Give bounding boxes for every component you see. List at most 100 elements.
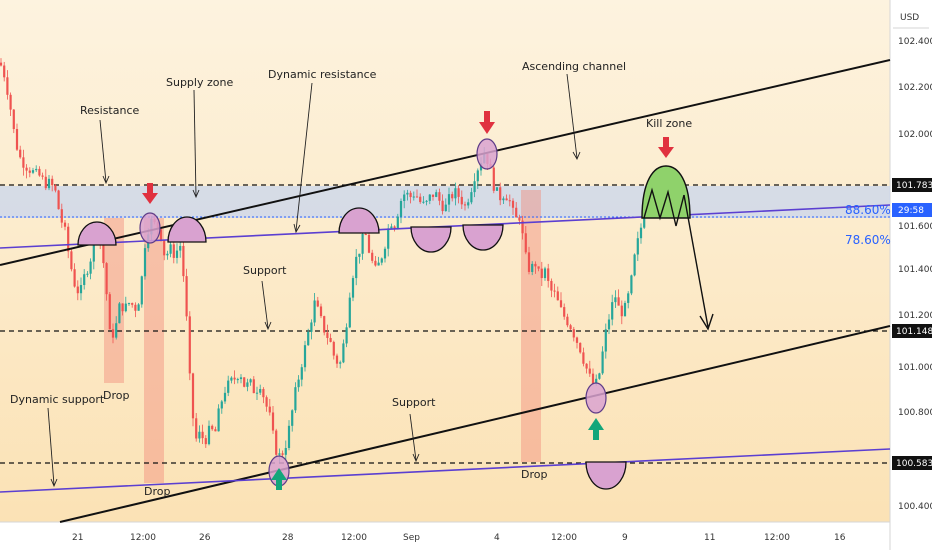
candle-body-86 <box>275 430 278 455</box>
candle-body-122 <box>390 226 393 229</box>
candle-body-74 <box>236 379 239 381</box>
currency-label: USD <box>900 13 919 23</box>
candle-body-99 <box>316 300 319 307</box>
candle-body-197 <box>630 275 633 294</box>
candle-body-13 <box>41 175 44 177</box>
candle-body-50 <box>159 229 163 241</box>
candle-body-128 <box>409 192 412 198</box>
candle-body-109 <box>348 297 351 328</box>
candle-body-111 <box>355 256 358 279</box>
candle-body-92 <box>294 387 297 411</box>
candle-body-72 <box>230 377 233 381</box>
candle-body-117 <box>374 260 377 266</box>
candle-body-168 <box>537 266 540 269</box>
time-tick-4: 4 <box>494 533 500 543</box>
candle-body-69 <box>220 401 223 409</box>
candle-body-66 <box>211 425 214 430</box>
candle-body-184 <box>588 368 591 374</box>
candle-body-43 <box>137 304 140 311</box>
touch-circle-1 <box>139 212 161 244</box>
candle-body-40 <box>127 303 131 305</box>
test-arc-6 <box>585 461 627 490</box>
candle-body-81 <box>259 389 262 393</box>
pointer-resistance-head <box>102 175 110 185</box>
time-tick-1200-a: 12:00 <box>130 533 156 543</box>
candle-body-149 <box>476 170 479 182</box>
candle-body-29 <box>92 234 95 262</box>
price-badge-countdown: 29:58 <box>892 203 932 217</box>
candle-body-141 <box>451 194 454 199</box>
candle-body-33 <box>105 263 108 295</box>
test-arc-2 <box>167 216 207 243</box>
price-tick-8: 100.800 <box>898 408 932 418</box>
candle-body-158 <box>505 198 508 201</box>
label-drop-3: Drop <box>521 468 547 481</box>
candle-body-169 <box>540 268 543 279</box>
candle-body-146 <box>467 202 470 206</box>
candle-body-116 <box>371 252 374 261</box>
label-kill-zone: Kill zone <box>646 117 692 130</box>
candle-body-142 <box>454 188 457 199</box>
candle-body-167 <box>534 263 537 267</box>
candle-body-36 <box>115 323 118 338</box>
candle-body-118 <box>377 262 380 266</box>
candle-body-130 <box>415 196 419 198</box>
projection-arrow-head <box>699 313 714 331</box>
candle-body-170 <box>543 268 547 279</box>
candle-body-123 <box>393 226 396 229</box>
candle-body-190 <box>607 319 611 330</box>
time-tick-11: 11 <box>704 533 715 543</box>
candle-body-94 <box>300 367 303 380</box>
candle-body-177 <box>566 316 569 326</box>
green-up-arrow-1 <box>271 468 287 490</box>
candle-body-194 <box>620 305 623 317</box>
candle-body-83 <box>265 397 268 407</box>
candle-body-65 <box>207 425 211 445</box>
candle-body-102 <box>326 332 329 338</box>
candle-body-187 <box>598 373 601 379</box>
candle-body-80 <box>255 392 259 394</box>
candle-body-121 <box>387 228 390 249</box>
pointer-dynamic-support <box>47 407 55 486</box>
candle-body-114 <box>364 234 367 236</box>
candle-body-199 <box>636 238 639 255</box>
candle-body-180 <box>575 337 579 343</box>
candle-body-85 <box>271 412 275 431</box>
candle-body-2 <box>6 77 9 95</box>
candle-body-182 <box>582 352 585 364</box>
candle-body-125 <box>399 200 403 217</box>
test-arc-5 <box>462 224 504 251</box>
label-resistance: Resistance <box>80 104 140 117</box>
candle-body-51 <box>163 240 166 256</box>
candle-body-137 <box>438 192 441 201</box>
candle-body-115 <box>367 234 371 253</box>
price-badge-101783: 101.783 <box>892 178 932 192</box>
candle-body-32 <box>102 241 105 264</box>
candle-body-183 <box>585 363 588 369</box>
candle-body-3 <box>9 94 12 110</box>
svg-text:100.583: 100.583 <box>896 459 932 469</box>
candle-body-78 <box>249 379 252 383</box>
kill-zone-zigzag <box>643 187 685 227</box>
candle-body-45 <box>143 248 147 277</box>
candle-body-139 <box>444 204 447 212</box>
candle-body-135 <box>431 194 435 197</box>
svg-text:101.148: 101.148 <box>896 327 932 337</box>
candle-body-70 <box>223 392 227 402</box>
candle-body-96 <box>307 331 310 346</box>
candle-body-89 <box>284 448 287 455</box>
candle-body-174 <box>556 291 559 301</box>
candle-body-39 <box>124 303 127 312</box>
candle-body-200 <box>639 227 643 239</box>
candle-body-95 <box>303 345 307 368</box>
red-down-arrow-2 <box>479 111 495 134</box>
candle-body-171 <box>547 268 550 281</box>
candle-body-124 <box>396 216 399 229</box>
candle-body-136 <box>435 192 438 197</box>
candle-body-196 <box>627 293 630 303</box>
candle-body-42 <box>134 304 137 311</box>
time-tick-1200-c: 12:00 <box>551 533 577 543</box>
time-tick-28: 28 <box>282 533 294 543</box>
fib-label-786: 78.60% <box>845 233 891 247</box>
candle-body-156 <box>499 187 502 201</box>
